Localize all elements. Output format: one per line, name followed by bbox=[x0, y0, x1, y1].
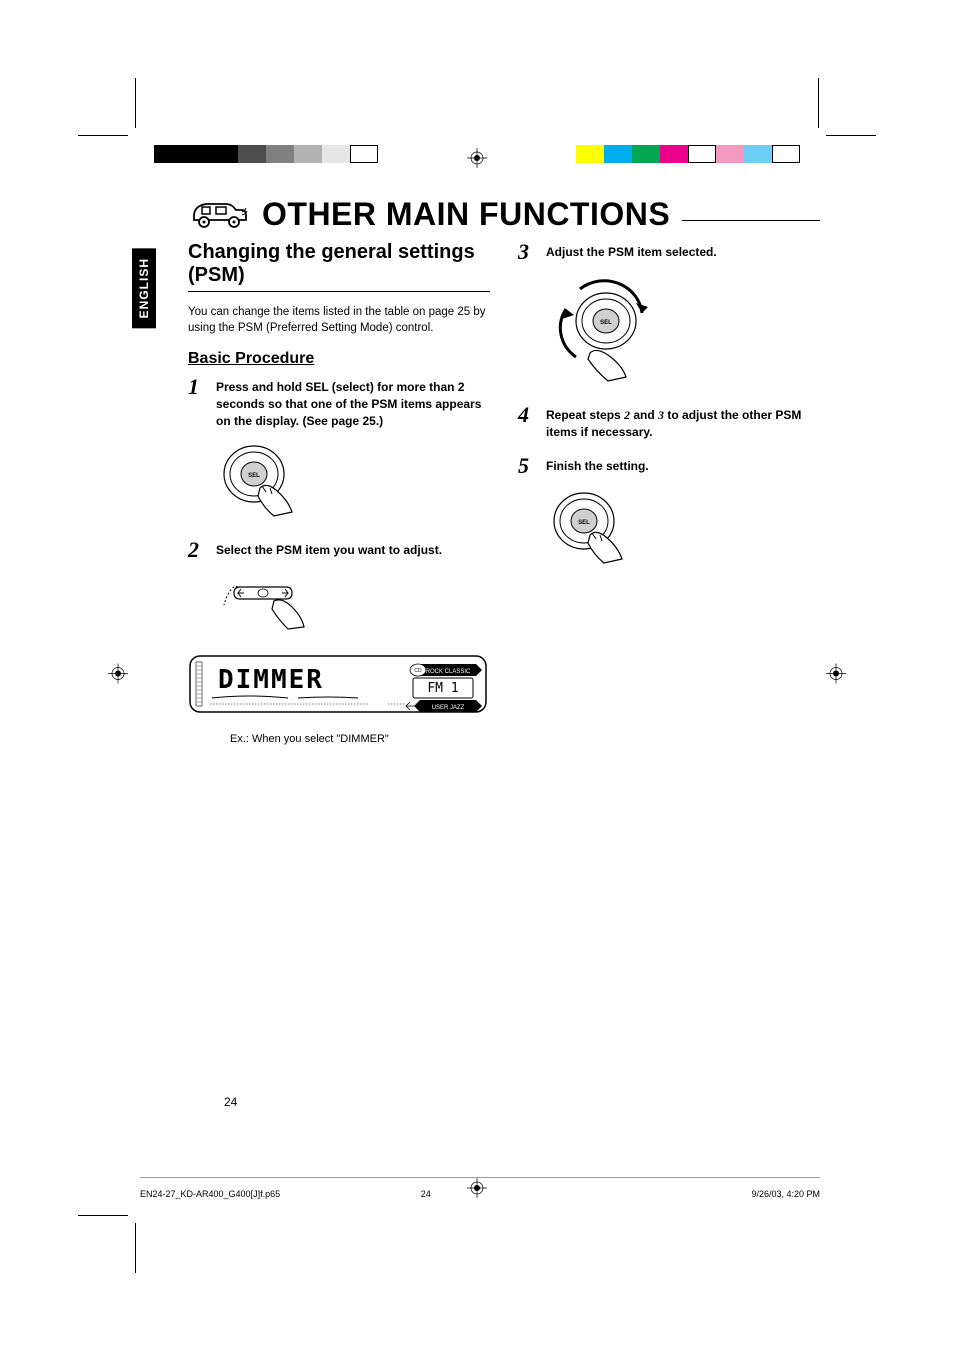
step-number: 4 bbox=[518, 404, 536, 441]
main-title: OTHER MAIN FUNCTIONS bbox=[262, 196, 670, 233]
section-title: Changing the general settings (PSM) bbox=[188, 241, 490, 287]
footer-rule bbox=[140, 1177, 820, 1178]
rocker-button-illustration bbox=[216, 571, 490, 636]
sel-button-illustration: SEL bbox=[546, 487, 820, 570]
step-number: 3 bbox=[518, 241, 536, 263]
page-number: 24 bbox=[224, 1095, 237, 1109]
footer-date: 9/26/03, 4:20 PM bbox=[751, 1189, 820, 1199]
svg-text:ROCK CLASSIC: ROCK CLASSIC bbox=[426, 669, 471, 675]
sub-heading: Basic Procedure bbox=[188, 350, 490, 368]
car-icon bbox=[188, 190, 250, 235]
language-tab: ENGLISH bbox=[132, 248, 156, 328]
svg-text:SEL: SEL bbox=[578, 520, 590, 526]
footer-page: 24 bbox=[421, 1189, 431, 1199]
step-2: 2 Select the PSM item you want to adjust… bbox=[188, 539, 490, 561]
svg-text:SEL: SEL bbox=[248, 473, 260, 479]
step-text: Press and hold SEL (select) for more tha… bbox=[216, 376, 490, 429]
step-1: 1 Press and hold SEL (select) for more t… bbox=[188, 376, 490, 429]
rotate-dial-illustration: SEL bbox=[546, 273, 820, 388]
display-panel-illustration: DIMMER FM 1 ROCK CLASSIC CD USER JAZZ Ex… bbox=[188, 652, 490, 745]
step-4: 4 Repeat steps 2 and 3 to adjust the oth… bbox=[518, 404, 820, 441]
step-5: 5 Finish the setting. bbox=[518, 455, 820, 477]
footer-filename: EN24-27_KD-AR400_G400[J]f.p65 bbox=[140, 1189, 280, 1199]
step-number: 5 bbox=[518, 455, 536, 477]
step-number: 2 bbox=[188, 539, 206, 561]
svg-text:USER JAZZ: USER JAZZ bbox=[432, 705, 465, 711]
step-text: Finish the setting. bbox=[546, 455, 649, 477]
registration-mark-icon bbox=[108, 663, 128, 688]
footer: EN24-27_KD-AR400_G400[J]f.p65 24 9/26/03… bbox=[140, 1189, 820, 1199]
intro-text: You can change the items listed in the t… bbox=[188, 304, 490, 336]
page-content: ENGLISH OTHER MAIN FUNCTIONS Changing th… bbox=[140, 190, 820, 761]
right-column: 3 Adjust the PSM item selected. SEL 4 bbox=[518, 241, 820, 761]
svg-text:FM 1: FM 1 bbox=[427, 681, 458, 696]
registration-mark-icon bbox=[467, 148, 487, 173]
step-text: Repeat steps 2 and 3 to adjust the other… bbox=[546, 404, 820, 441]
step-3: 3 Adjust the PSM item selected. bbox=[518, 241, 820, 263]
left-column: Changing the general settings (PSM) You … bbox=[188, 241, 490, 761]
registration-mark-icon bbox=[826, 663, 846, 688]
svg-text:SEL: SEL bbox=[600, 320, 612, 326]
svg-text:DIMMER: DIMMER bbox=[218, 665, 324, 695]
sel-button-illustration: SEL bbox=[216, 440, 490, 523]
step-text: Select the PSM item you want to adjust. bbox=[216, 539, 442, 561]
display-caption: Ex.: When you select "DIMMER" bbox=[230, 733, 490, 745]
step-text: Adjust the PSM item selected. bbox=[546, 241, 717, 263]
step-number: 1 bbox=[188, 376, 206, 429]
svg-text:CD: CD bbox=[414, 668, 422, 674]
